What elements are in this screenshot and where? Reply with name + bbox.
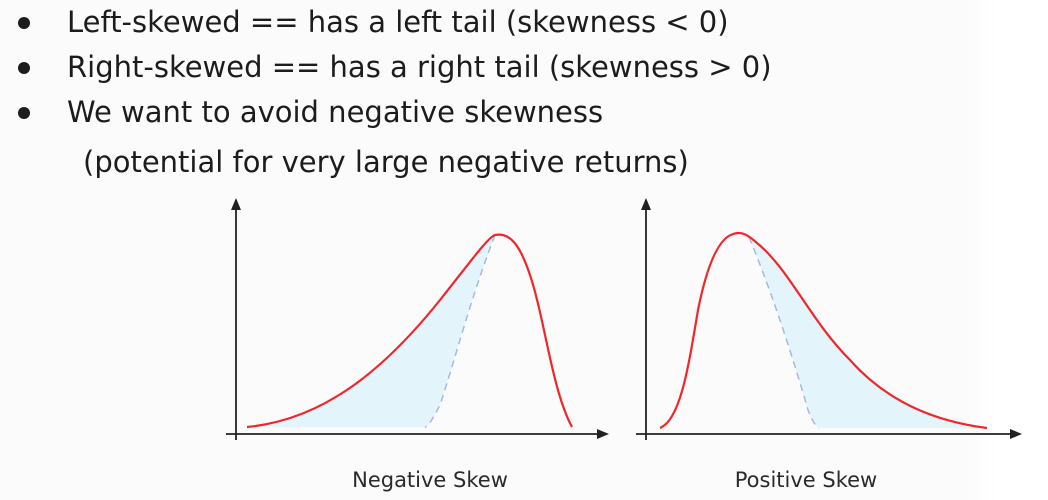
negative-skew-figure: Negative Skew [226, 198, 609, 492]
positive-normal-dashed-curve [748, 236, 820, 429]
bullet-dot-icon [18, 17, 30, 29]
bullet-dot-icon [18, 107, 30, 119]
bullet-item-left-skewed: Left-skewed == has a left tail (skewness… [14, 0, 772, 45]
screen-glare [965, 0, 1048, 500]
bullet-text: Right-skewed == has a right tail (skewne… [67, 50, 772, 84]
bullet-item-avoid-negative: We want to avoid negative skewness [14, 90, 772, 135]
negative-normal-dashed-curve [424, 234, 496, 428]
negative-skew-fill [247, 235, 495, 427]
positive-skew-fill [749, 237, 987, 428]
negative-skew-curve [246, 233, 573, 429]
bullet-text: Left-skewed == has a left tail (skewness… [67, 5, 729, 39]
bullet-text: We want to avoid negative skewness [67, 95, 604, 129]
bullet-item-right-skewed: Right-skewed == has a right tail (skewne… [14, 45, 772, 90]
negative-skew-caption: Negative Skew [352, 468, 508, 492]
bullet-list: Left-skewed == has a left tail (skewness… [14, 0, 772, 135]
positive-skew-curve [659, 231, 988, 430]
positive-skew-figure: Positive Skew [636, 198, 1022, 492]
positive-skew-caption: Positive Skew [735, 468, 877, 492]
bullet-dot-icon [18, 62, 30, 74]
bullet-continuation: (potential for very large negative retur… [83, 145, 689, 179]
